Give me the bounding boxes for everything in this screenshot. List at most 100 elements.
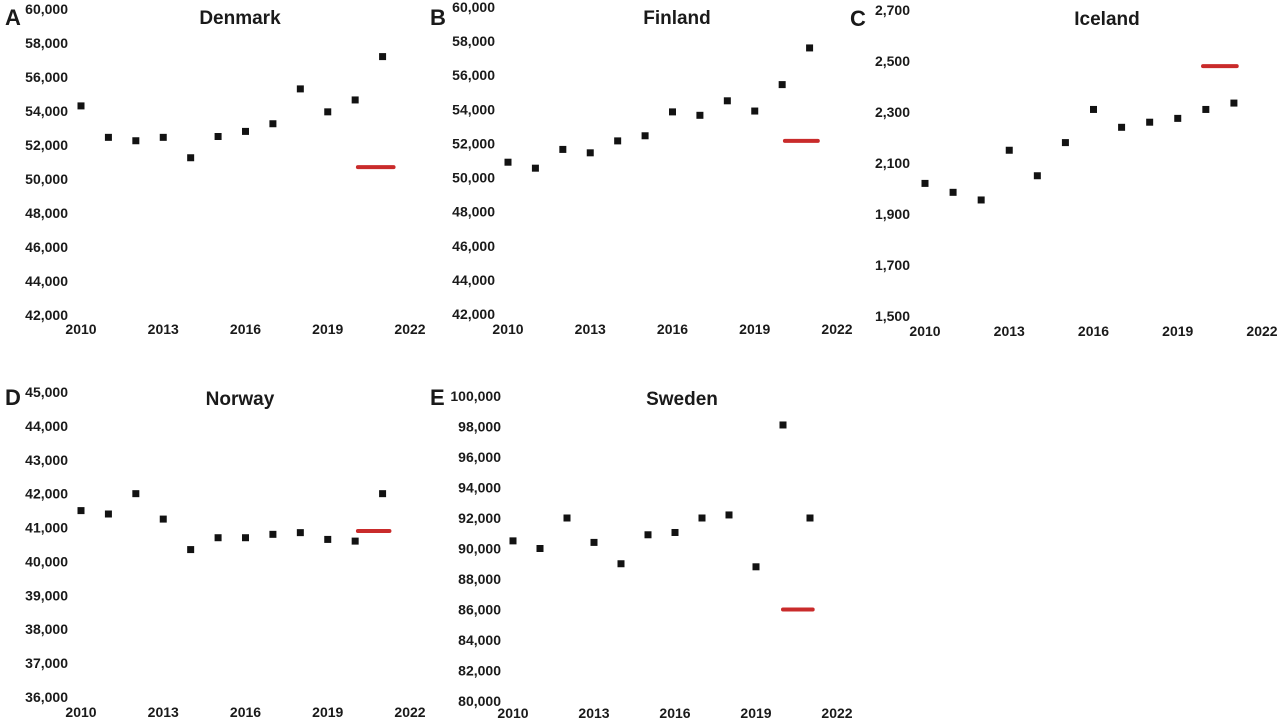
y-axis-tick-label: 44,000 bbox=[452, 272, 495, 288]
panel-title-denmark: Denmark bbox=[199, 8, 281, 29]
data-point-marker bbox=[696, 111, 704, 119]
data-point-marker bbox=[921, 179, 929, 187]
data-point-marker bbox=[296, 529, 304, 537]
y-axis-tick-label: 100,000 bbox=[450, 388, 501, 404]
y-axis-tick-label: 54,000 bbox=[452, 101, 495, 117]
data-point-marker bbox=[644, 531, 652, 539]
x-axis-tick-label: 2016 bbox=[659, 705, 690, 721]
y-axis-tick-label: 1,700 bbox=[875, 257, 910, 273]
y-axis-tick-label: 39,000 bbox=[25, 587, 68, 603]
data-point-marker bbox=[752, 563, 760, 571]
y-axis-tick-label: 45,000 bbox=[25, 384, 68, 400]
x-axis-tick-label: 2010 bbox=[497, 705, 528, 721]
x-axis-tick-label: 2022 bbox=[821, 321, 852, 337]
data-point-marker bbox=[269, 530, 277, 538]
panel-letter-finland: B bbox=[430, 5, 446, 30]
data-point-marker bbox=[723, 97, 731, 105]
data-point-marker bbox=[1005, 146, 1013, 154]
data-point-marker bbox=[1202, 105, 1210, 113]
y-axis-tick-label: 36,000 bbox=[25, 689, 68, 705]
y-axis-tick-label: 50,000 bbox=[25, 171, 68, 187]
data-point-marker bbox=[806, 44, 814, 52]
x-axis-tick-label: 2019 bbox=[312, 321, 343, 337]
y-axis-tick-label: 40,000 bbox=[25, 553, 68, 569]
data-point-marker bbox=[1174, 114, 1182, 122]
x-axis-tick-label: 2010 bbox=[909, 323, 940, 339]
panel-letter-iceland: C bbox=[850, 6, 866, 31]
y-axis-tick-label: 50,000 bbox=[452, 170, 495, 186]
chart-panel-iceland: C Iceland 2,700 2,500 2,300 2,100 1,900 1,700 1,… bbox=[845, 0, 1280, 352]
data-point-marker bbox=[531, 164, 539, 172]
data-point-marker bbox=[296, 85, 304, 93]
y-axis-tick-label: 58,000 bbox=[452, 33, 495, 49]
y-axis-tick-label: 46,000 bbox=[452, 238, 495, 254]
data-point-marker bbox=[77, 102, 85, 110]
y-axis-tick-label: 43,000 bbox=[25, 452, 68, 468]
data-point-marker bbox=[1230, 99, 1238, 107]
chart-panel-finland: B Finland 60,000 58,000 56,000 54,000 52,000 50… bbox=[425, 0, 860, 352]
data-point-marker bbox=[669, 108, 676, 116]
scatter-plot-iceland: C Iceland 2,700 2,500 2,300 2,100 1,900 1,700 1,… bbox=[850, 2, 1278, 339]
data-point-marker bbox=[977, 196, 985, 204]
data-point-marker bbox=[269, 120, 277, 128]
y-axis-tick-label: 52,000 bbox=[452, 135, 495, 151]
x-axis-tick-label: 2019 bbox=[739, 321, 770, 337]
data-point-marker bbox=[1033, 172, 1041, 180]
chart-panel-denmark: A Denmark 60,000 58,000 56,000 54,000 52,000 50… bbox=[0, 0, 430, 352]
data-point-marker bbox=[590, 538, 598, 546]
x-axis-tick-label: 2010 bbox=[492, 321, 523, 337]
x-axis-tick-label: 2010 bbox=[65, 704, 96, 720]
x-axis-tick-label: 2016 bbox=[1078, 323, 1109, 339]
y-axis-tick-label: 54,000 bbox=[25, 103, 68, 119]
y-axis-tick-label: 38,000 bbox=[25, 621, 68, 637]
y-axis-tick-label: 42,000 bbox=[25, 486, 68, 502]
data-point-marker bbox=[778, 81, 786, 89]
x-axis-tick-label: 2022 bbox=[394, 321, 425, 337]
y-axis-tick-label: 2,500 bbox=[875, 53, 910, 69]
data-point-marker bbox=[104, 133, 112, 141]
y-axis-tick-label: 42,000 bbox=[25, 307, 68, 323]
chart-panel-sweden: E Sweden 100,000 98,000 96,000 94,000 92,000 90… bbox=[425, 375, 865, 728]
data-point-marker bbox=[159, 133, 167, 141]
scatter-plot-finland: B Finland 60,000 58,000 56,000 54,000 52,000 50… bbox=[430, 0, 853, 337]
x-axis-tick-label: 2022 bbox=[1246, 323, 1277, 339]
data-point-marker bbox=[324, 108, 332, 116]
scatter-plot-denmark: A Denmark 60,000 58,000 56,000 54,000 52,000 50… bbox=[5, 1, 426, 337]
data-point-marker bbox=[614, 137, 622, 145]
y-axis-tick-label: 90,000 bbox=[458, 541, 501, 557]
data-point-marker bbox=[132, 137, 140, 145]
y-axis-tick-label: 2,300 bbox=[875, 104, 910, 120]
panel-letter-denmark: A bbox=[5, 5, 21, 30]
x-axis-tick-label: 2010 bbox=[65, 321, 96, 337]
x-axis-tick-label: 2019 bbox=[312, 704, 343, 720]
data-point-marker bbox=[1090, 105, 1097, 113]
y-axis-tick-label: 98,000 bbox=[458, 419, 501, 435]
data-point-marker bbox=[806, 514, 814, 522]
chart-panel-norway: D Norway 45,000 44,000 43,000 42,000 41,000 40,… bbox=[0, 375, 430, 728]
data-point-marker bbox=[379, 490, 387, 498]
y-axis-tick-label: 82,000 bbox=[458, 663, 501, 679]
y-axis-tick-label: 48,000 bbox=[25, 205, 68, 221]
data-point-marker bbox=[779, 421, 787, 429]
panel-letter-norway: D bbox=[5, 385, 21, 410]
x-axis-tick-label: 2013 bbox=[148, 704, 179, 720]
y-axis-tick-label: 88,000 bbox=[458, 571, 501, 587]
y-axis-tick-label: 37,000 bbox=[25, 655, 68, 671]
y-axis-tick-label: 56,000 bbox=[25, 69, 68, 85]
panel-title-finland: Finland bbox=[643, 8, 711, 29]
data-point-marker bbox=[1146, 118, 1154, 126]
data-point-marker bbox=[159, 515, 167, 523]
x-axis-tick-label: 2022 bbox=[394, 704, 425, 720]
x-axis-tick-label: 2022 bbox=[821, 705, 852, 721]
data-point-marker bbox=[187, 546, 195, 554]
x-axis-tick-label: 2013 bbox=[575, 321, 606, 337]
data-point-marker bbox=[379, 53, 387, 61]
y-axis-tick-label: 80,000 bbox=[458, 693, 501, 709]
data-point-marker bbox=[1061, 139, 1069, 147]
y-axis-tick-label: 2,100 bbox=[875, 155, 910, 171]
data-point-marker bbox=[77, 507, 85, 515]
data-point-marker bbox=[214, 534, 222, 542]
x-axis-tick-label: 2013 bbox=[148, 321, 179, 337]
y-axis-tick-label: 2,700 bbox=[875, 2, 910, 18]
